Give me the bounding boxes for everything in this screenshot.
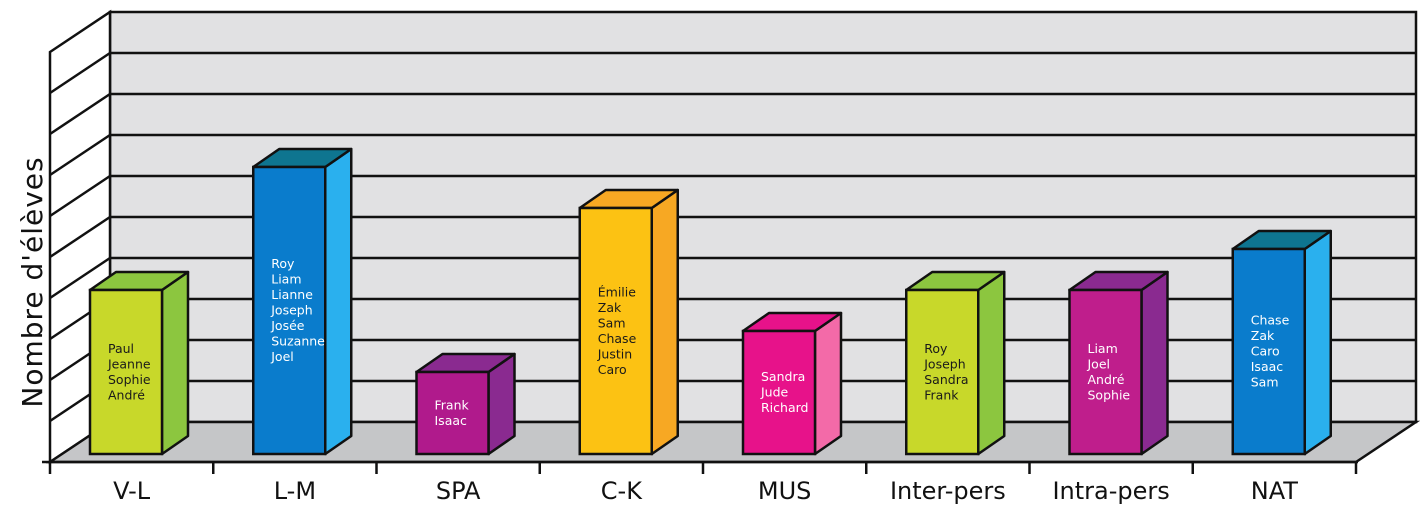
bar-name-label: Paul — [108, 341, 134, 356]
gridline-side — [49, 92, 111, 136]
bar-front — [578, 206, 653, 456]
bar-name-label: Sophie — [108, 372, 151, 387]
bar-name-label: Isaac — [1251, 359, 1284, 374]
bar-name-label: Justin — [597, 346, 632, 361]
gridline-side — [49, 133, 111, 177]
bar-name-label: Zak — [1251, 328, 1275, 343]
bar-front — [252, 165, 327, 456]
bar-name-label: Caro — [598, 362, 627, 377]
x-axis: V-L L-M SPA C-K MUS Inter-pers Intra-pers NAT — [42, 460, 1358, 505]
bar-name-label: Sam — [1251, 375, 1279, 390]
bar-name-label: Jude — [760, 385, 789, 400]
bar-side — [650, 188, 679, 456]
bar-side — [977, 270, 1006, 456]
bar-front — [741, 329, 817, 456]
x-tick-label: Inter-pers — [890, 477, 1006, 505]
bar-name-label: Zak — [598, 300, 622, 315]
bar-name-label: Joel — [270, 349, 294, 364]
x-tick-label: MUS — [758, 477, 812, 505]
bar-side — [1140, 270, 1169, 456]
bar-front — [1231, 247, 1306, 456]
bar-name-label: Joel — [1087, 356, 1111, 371]
bar-side — [813, 311, 843, 456]
x-tick-label: V-L — [113, 477, 151, 505]
bar-name-label: Joseph — [923, 356, 965, 371]
bar-name-label: Chase — [598, 331, 637, 346]
bar-name-label: André — [108, 387, 145, 402]
bar-name-label: Jeanne — [107, 356, 151, 371]
bar-name-label: Isaac — [435, 413, 468, 428]
gridline-side — [49, 51, 111, 95]
bar-name-label: Sandra — [761, 369, 805, 384]
bar-name-label: Chase — [1251, 313, 1290, 328]
bar-name-label: Liam — [271, 272, 301, 287]
bar-name-label: Caro — [1251, 344, 1280, 359]
x-tick-label: NAT — [1251, 477, 1299, 505]
bar-side — [160, 270, 190, 456]
bar-front — [88, 288, 164, 456]
bar-name-label: Richard — [761, 400, 808, 415]
gridline-side — [49, 174, 111, 218]
bar-front — [905, 288, 980, 456]
bar-name-label: Suzanne — [271, 334, 325, 349]
x-tick-label: SPA — [436, 477, 481, 505]
bar-name-label: Josée — [270, 318, 305, 333]
bar-name-label: Émilie — [598, 284, 636, 299]
chart-bars: PaulJeanneSophieAndréRoyLiamLianneJoseph… — [88, 147, 1332, 456]
bar-front — [1068, 288, 1143, 456]
bar-front — [415, 370, 490, 456]
bar-side — [324, 147, 353, 456]
bar-name-label: André — [1088, 372, 1125, 387]
bar-name-label: Sophie — [1088, 387, 1131, 402]
bar-name-label: Liam — [1088, 341, 1118, 356]
bar-name-label: Frank — [924, 387, 959, 402]
bar-name-label: Sandra — [924, 372, 968, 387]
x-tick-label: Intra-pers — [1052, 477, 1169, 505]
gridline-side — [49, 215, 111, 259]
y-axis-label: Nombre d'élèves — [16, 156, 49, 407]
bar-name-label: Frank — [435, 397, 470, 412]
x-tick-label: L-M — [274, 477, 316, 505]
bar-side — [1303, 229, 1332, 456]
gridline-side — [49, 256, 111, 300]
bar-name-label: Joseph — [270, 303, 312, 318]
bar-name-label: Lianne — [271, 287, 313, 302]
bar-name-label: Roy — [271, 256, 295, 271]
bar-name-label: Roy — [924, 341, 948, 356]
x-tick-label: C-K — [601, 477, 643, 505]
bar-name-label: Sam — [598, 315, 626, 330]
